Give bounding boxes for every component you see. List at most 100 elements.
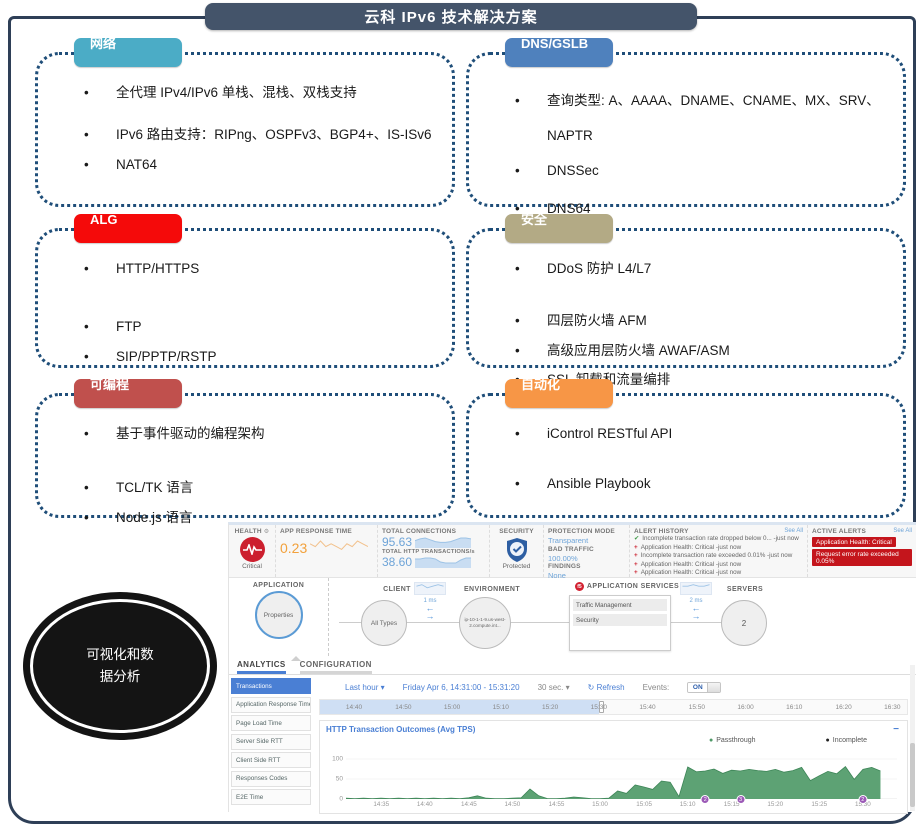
feature-box-security-list: DDoS 防护 L4/L7四层防火墙 AFM高级应用层防火墙 AWAF/ASMS… bbox=[469, 259, 903, 390]
visualization-label-line2: 据分析 bbox=[99, 669, 141, 684]
active-alert-badge: Request error rate exceeded 0.05% bbox=[812, 549, 912, 566]
analytics-main: Last hour ▾ Friday Apr 6, 14:31:00 - 15:… bbox=[313, 675, 916, 814]
refresh-icon: ↻ bbox=[587, 682, 595, 692]
active-alerts-see-all-link[interactable]: See All bbox=[893, 528, 912, 534]
alert-history-text: Incomplete transaction rate dropped belo… bbox=[642, 535, 799, 542]
x-axis-tick: 15:30 bbox=[854, 801, 871, 808]
chart-title: HTTP Transaction Outcomes (Avg TPS) bbox=[326, 725, 476, 734]
event-marker[interactable]: 2 bbox=[700, 795, 710, 804]
sidebar-metric-item[interactable]: Page Load Time bbox=[231, 715, 311, 731]
events-toggle-knob[interactable] bbox=[707, 682, 721, 692]
page-title: 云科 IPv6 技术解决方案 bbox=[205, 3, 697, 30]
refresh-button[interactable]: ↻ Refresh bbox=[587, 682, 625, 692]
sidebar-metric-item[interactable]: E2E Time bbox=[231, 789, 311, 805]
feature-box-automation-list: iControl RESTful API Ansible Playbook bbox=[469, 424, 903, 495]
sidebar-metric-item[interactable]: Client Side RTT bbox=[231, 752, 311, 768]
timeline-tick: 16:20 bbox=[835, 704, 852, 711]
health-pulse-icon bbox=[239, 537, 265, 562]
environment-node[interactable]: ip-10-1-1-9.us-west-2.compute.int... bbox=[459, 597, 511, 649]
feature-box-alg-label: ALG bbox=[74, 214, 182, 243]
x-axis-tick: 14:55 bbox=[548, 801, 565, 808]
chevron-down-icon: ▾ bbox=[565, 682, 570, 692]
x-axis-tick: 15:00 bbox=[592, 801, 608, 808]
alert-icon: + bbox=[634, 552, 638, 559]
feature-item: 高级应用层防火墙 AWAF/ASM bbox=[513, 341, 893, 362]
time-controls: Last hour ▾ Friday Apr 6, 14:31:00 - 15:… bbox=[319, 677, 908, 697]
app-response-sparkline bbox=[310, 540, 369, 551]
timeline-drag-handle[interactable] bbox=[598, 701, 604, 713]
alert-history-item: + Application Health: Critical -just now bbox=[634, 544, 803, 553]
events-toggle[interactable]: ON bbox=[687, 681, 722, 693]
x-axis-tick: 15:05 bbox=[636, 801, 652, 808]
protection-mode-label: PROTECTION MODE bbox=[548, 528, 615, 535]
hop2-latency: 2 ms bbox=[689, 598, 703, 604]
servers-header: SERVERS bbox=[726, 586, 764, 593]
alert-history-text: Application Health: Critical -just now bbox=[640, 569, 742, 576]
hop2-sparkline bbox=[680, 582, 712, 595]
feature-item: DDoS 防护 L4/L7 bbox=[513, 259, 893, 280]
alert-history-item: + Application Health: Critical -just now bbox=[634, 561, 803, 570]
topology-map: APPLICATION Properties CLIENT All Types … bbox=[229, 578, 916, 656]
collapse-chart-button[interactable]: − bbox=[893, 724, 899, 735]
legend-item[interactable]: ● Incomplete bbox=[826, 737, 867, 744]
timeline-tick: 15:30 bbox=[590, 704, 607, 711]
health-panel: HEALTH ⚙ Critical bbox=[229, 525, 275, 577]
tab-analytics[interactable]: ANALYTICS bbox=[237, 660, 286, 674]
application-properties-node[interactable]: Properties bbox=[254, 591, 303, 639]
feature-box-alg-list: HTTP/HTTPS FTP SIP/PPTP/RSTP bbox=[38, 259, 452, 367]
analytics-dashboard: HEALTH ⚙ Critical APP RESPONSE TIME 0.23… bbox=[228, 522, 916, 814]
events-toggle-state: ON bbox=[688, 682, 708, 692]
legend-item[interactable]: ● Passthrough bbox=[709, 737, 756, 744]
legend-label: Passthrough bbox=[716, 737, 756, 744]
arrow-left-icon: ← bbox=[425, 603, 435, 613]
feature-item: HTTP/HTTPS bbox=[82, 259, 442, 280]
servers-node[interactable]: 2 bbox=[721, 600, 767, 646]
service-row[interactable]: Security bbox=[573, 614, 667, 626]
alert-history-item: ✔ Incomplete transaction rate dropped bel… bbox=[634, 535, 803, 544]
feature-box-dns-gslb-list: 查询类型: A、AAAA、DNAME、CNAME、MX、SRV、NAPTR DNS… bbox=[469, 83, 903, 220]
application-services-label: APPLICATION SERVICES bbox=[586, 583, 680, 590]
timeline-scrubber[interactable]: 14:40 14:50 15:00 15:10 15:20 15:30 15:40 15:50… bbox=[319, 699, 908, 715]
gear-icon[interactable]: ⚙ bbox=[263, 529, 270, 535]
alert-icon: + bbox=[634, 560, 638, 568]
client-node[interactable]: All Types bbox=[361, 600, 407, 646]
protection-panel: PROTECTION MODE Transparent BAD TRAFFIC … bbox=[543, 525, 629, 580]
arrow-left-icon: ← bbox=[691, 603, 701, 613]
client-header: CLIENT bbox=[383, 586, 411, 593]
feature-box-dns-gslb-label: DNS/GSLB bbox=[505, 38, 613, 67]
scrollbar-thumb[interactable] bbox=[910, 743, 915, 807]
sidebar-metric-item[interactable]: Responses Codes bbox=[231, 770, 311, 787]
total-transactions-label: TOTAL HTTP TRANSACTIONS/s bbox=[382, 549, 475, 555]
legend-label: Incomplete bbox=[832, 737, 867, 744]
event-marker[interactable]: 2 bbox=[858, 795, 868, 804]
sidebar-metric-item[interactable]: Server Side RTT bbox=[231, 733, 311, 750]
area-chart bbox=[346, 755, 897, 799]
shield-check-icon bbox=[506, 538, 527, 562]
scrollbar-track bbox=[910, 665, 915, 811]
event-marker[interactable]: 3 bbox=[736, 795, 746, 804]
tab-configuration[interactable]: CONFIGURATION bbox=[299, 660, 372, 674]
x-axis-tick: 14:50 bbox=[504, 801, 521, 808]
timeline-tick: 15:10 bbox=[492, 704, 509, 711]
alert-history-see-all-link[interactable]: See All bbox=[784, 528, 803, 534]
feature-box-network: 网络 全代理 IPv4/IPv6 单栈、混栈、双栈支持 IPv6 路由支持：RIP… bbox=[35, 38, 455, 207]
service-row[interactable]: Traffic Management bbox=[573, 599, 667, 611]
sidebar-metric-item[interactable]: Transactions bbox=[231, 678, 311, 694]
feature-box-network-label: 网络 bbox=[74, 38, 182, 67]
arrow-right-icon: → bbox=[691, 611, 701, 621]
sidebar-metric-item[interactable]: Application Response Time bbox=[231, 696, 311, 713]
feature-item: DNS64 bbox=[513, 199, 893, 220]
feature-item: iControl RESTful API bbox=[513, 424, 893, 445]
timeline-selected-region[interactable] bbox=[320, 700, 599, 714]
health-label: HEALTH bbox=[234, 528, 262, 535]
timeline-tick: 14:50 bbox=[395, 704, 412, 711]
app-response-label: APP RESPONSE TIME bbox=[280, 528, 352, 535]
interval-dropdown[interactable]: 30 sec. ▾ bbox=[537, 682, 570, 692]
timeline-tick: 16:10 bbox=[786, 704, 803, 711]
range-dropdown[interactable]: Last hour ▾ bbox=[345, 682, 385, 692]
timeline-tick: 14:40 bbox=[345, 704, 363, 711]
alert-history-item: + Application Health: Critical -just now bbox=[634, 569, 803, 578]
app-response-value: 0.23 bbox=[280, 540, 308, 556]
feature-box-programmable-label: 可编程 bbox=[74, 379, 182, 408]
x-axis-tick: 15:20 bbox=[767, 801, 784, 808]
